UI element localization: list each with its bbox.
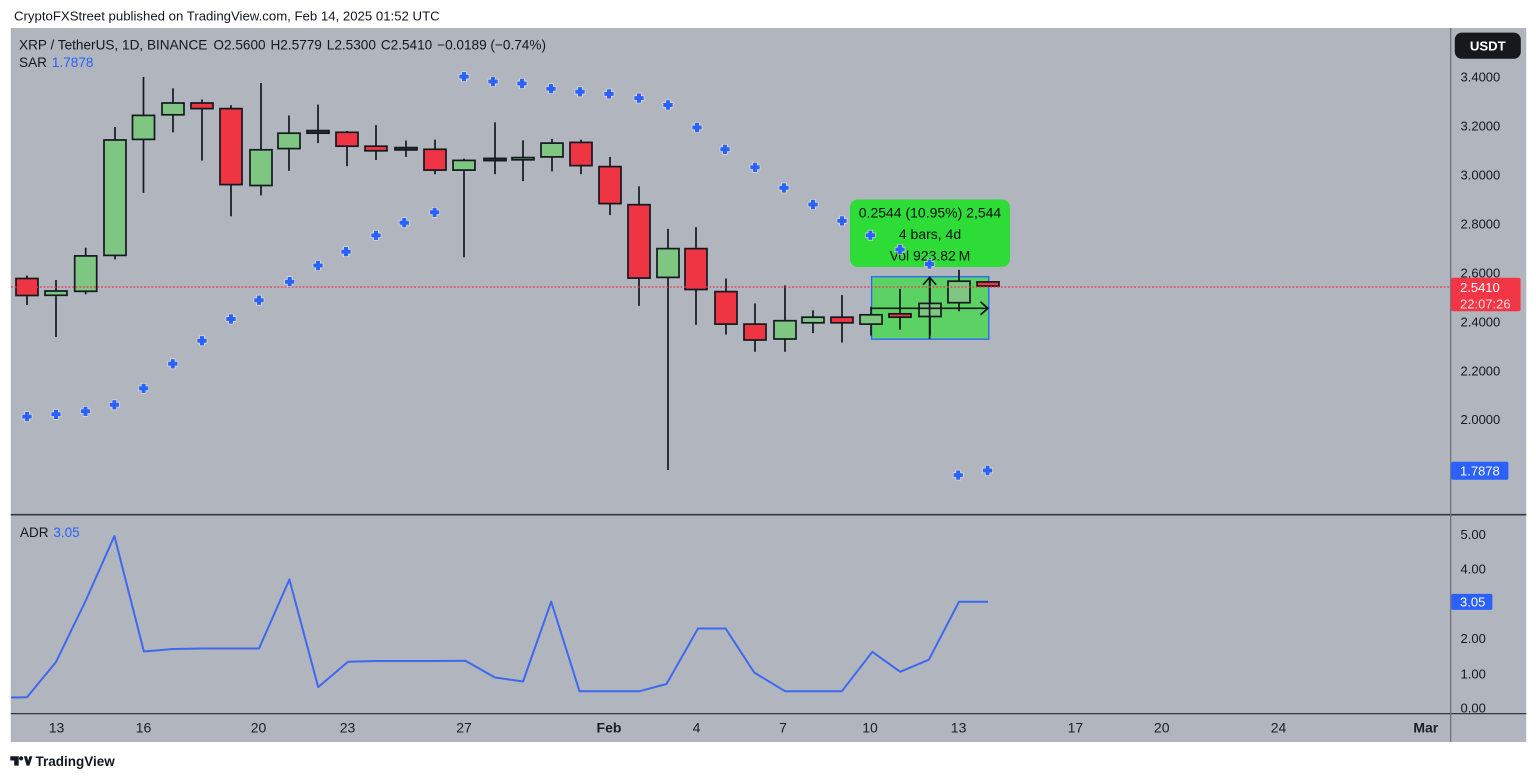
svg-text:0.2544 (10.95%) 2,544: 0.2544 (10.95%) 2,544 [859, 205, 1002, 221]
svg-text:16: 16 [136, 720, 152, 736]
svg-text:TradingView: TradingView [36, 754, 116, 769]
svg-text:3.0000: 3.0000 [1461, 168, 1501, 183]
svg-text:27: 27 [456, 720, 472, 736]
svg-text:Vol 923.82 M: Vol 923.82 M [890, 248, 971, 264]
svg-text:4: 4 [693, 720, 701, 736]
svg-text:2.0000: 2.0000 [1461, 412, 1501, 427]
svg-text:2.00: 2.00 [1461, 631, 1486, 646]
svg-text:4 bars, 4d: 4 bars, 4d [899, 226, 961, 242]
svg-text:1.00: 1.00 [1461, 667, 1486, 682]
svg-text:3.4000: 3.4000 [1461, 70, 1501, 85]
svg-text:13: 13 [951, 720, 967, 736]
svg-text:2.4000: 2.4000 [1461, 315, 1501, 330]
svg-text:7: 7 [779, 720, 787, 736]
svg-text:2.2000: 2.2000 [1461, 364, 1501, 379]
svg-text:13: 13 [49, 720, 65, 736]
svg-text:3.2000: 3.2000 [1461, 119, 1501, 134]
svg-text:1.7878: 1.7878 [1460, 463, 1500, 478]
svg-text:4.00: 4.00 [1461, 562, 1486, 577]
svg-text:22:07:26: 22:07:26 [1460, 296, 1511, 311]
svg-text:3.05: 3.05 [1460, 595, 1485, 610]
svg-text:Feb: Feb [597, 720, 622, 736]
svg-text:24: 24 [1271, 720, 1287, 736]
svg-text:XRP / TetherUS, 1D, BINANCE: XRP / TetherUS, 1D, BINANCE O2.5600 H2.5… [19, 38, 546, 53]
svg-text:20: 20 [1154, 720, 1170, 736]
svg-text:17: 17 [1068, 720, 1084, 736]
svg-text:CryptoFXStreet published on Tr: CryptoFXStreet published on TradingView.… [14, 8, 440, 23]
svg-text:2.5410: 2.5410 [1460, 280, 1500, 295]
svg-text:SAR 1.7878: SAR 1.7878 [19, 55, 93, 70]
svg-text:USDT: USDT [1470, 38, 1506, 53]
svg-text:ADR 3.05: ADR 3.05 [20, 525, 80, 540]
svg-text:20: 20 [251, 720, 267, 736]
svg-text:2.6000: 2.6000 [1461, 266, 1501, 281]
svg-text:23: 23 [340, 720, 356, 736]
svg-text:10: 10 [862, 720, 878, 736]
svg-text:5.00: 5.00 [1461, 527, 1486, 542]
svg-text:0.00: 0.00 [1461, 701, 1486, 716]
svg-text:2.8000: 2.8000 [1461, 217, 1501, 232]
svg-text:Mar: Mar [1413, 720, 1438, 736]
